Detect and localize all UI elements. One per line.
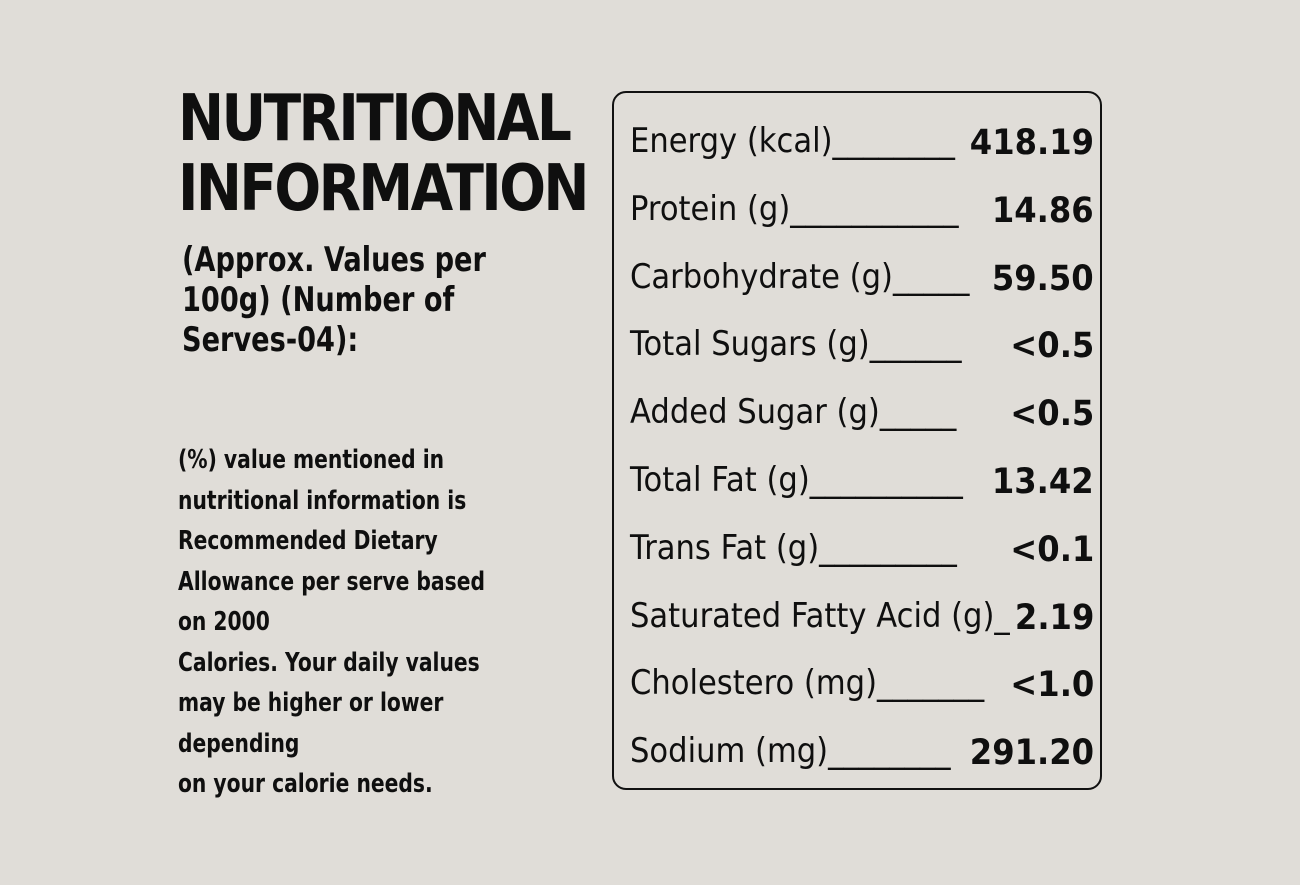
- serving-info: (Approx. Values per 100g) (Number of Ser…: [182, 240, 518, 360]
- nutrient-rows: Energy (kcal)________ 418.19 Protein (g)…: [630, 111, 1094, 789]
- rda-note-line: Calories. Your daily values: [178, 647, 480, 678]
- nutrient-label: Trans Fat (g)_________: [630, 527, 957, 568]
- nutrient-value: <1.0: [1009, 665, 1094, 706]
- rda-note-line: may be higher or lower: [178, 688, 444, 718]
- nutrient-label: Cholestero (mg)_______: [630, 663, 985, 704]
- nutrient-value: 418.19: [969, 123, 1094, 163]
- nutrient-value: 14.86: [992, 190, 1094, 231]
- rda-note: (%) value mentioned in nutritional infor…: [178, 440, 506, 805]
- nutrient-label: Carbohydrate (g)_____: [630, 256, 970, 297]
- rda-note-line: depending: [178, 728, 300, 759]
- nutrient-table: Energy (kcal)________ 418.19 Protein (g)…: [612, 91, 1102, 790]
- title-line-2: INFORMATION: [178, 152, 589, 226]
- nutrient-label: Sodium (mg)________: [630, 731, 951, 772]
- nutrient-row-energy: Energy (kcal)________ 418.19: [630, 111, 1094, 179]
- nutrient-value: 2.19: [1014, 597, 1094, 638]
- nutrient-label: Energy (kcal)________: [630, 121, 955, 161]
- nutrient-row-trans-fat: Trans Fat (g)_________ <0.1: [630, 518, 1094, 586]
- nutrient-label: Protein (g)___________: [630, 188, 959, 229]
- nutrient-label: Saturated Fatty Acid (g)_: [630, 595, 1010, 636]
- nutrient-row-protein: Protein (g)___________ 14.86: [630, 179, 1094, 247]
- rda-note-line: nutritional information is: [178, 485, 467, 516]
- nutrient-row-cholesterol: Cholestero (mg)_______ <1.0: [630, 653, 1094, 721]
- rda-note-line: on your calorie needs.: [178, 769, 433, 799]
- nutrient-row-total-sugars: Total Sugars (g)______ <0.5: [630, 314, 1094, 382]
- serving-info-line-2: 100g) (Number of: [182, 280, 455, 320]
- nutrient-label: Total Fat (g)__________: [630, 459, 963, 500]
- nutrient-label: Total Sugars (g)______: [630, 324, 962, 365]
- info-column: NUTRITIONAL INFORMATION (Approx. Values …: [178, 82, 589, 799]
- rda-note-line: on 2000: [178, 607, 270, 637]
- nutrient-row-total-fat: Total Fat (g)__________ 13.42: [630, 450, 1094, 518]
- rda-note-line: Allowance per serve based: [178, 566, 485, 597]
- serving-info-line-1: (Approx. Values per: [182, 240, 486, 280]
- page-title: NUTRITIONAL INFORMATION: [178, 82, 589, 226]
- nutrient-value: 291.20: [969, 733, 1094, 774]
- nutrient-value: <0.1: [1009, 529, 1094, 570]
- rda-note-line: (%) value mentioned in: [178, 445, 445, 475]
- rda-note-line: Recommended Dietary: [178, 526, 438, 556]
- nutrient-row-saturated-fatty-acid: Saturated Fatty Acid (g)_ 2.19: [630, 586, 1094, 654]
- nutrient-value: 59.50: [992, 258, 1094, 299]
- nutrient-row-sodium: Sodium (mg)________ 291.20: [630, 721, 1094, 789]
- serving-info-line-3: Serves-04):: [182, 320, 359, 360]
- nutrient-value: <0.5: [1009, 326, 1094, 367]
- nutrient-row-carbohydrate: Carbohydrate (g)_____ 59.50: [630, 247, 1094, 315]
- title-line-1: NUTRITIONAL: [178, 82, 572, 156]
- nutrient-value: 13.42: [992, 461, 1094, 502]
- nutrient-row-added-sugar: Added Sugar (g)_____ <0.5: [630, 382, 1094, 450]
- nutrient-label: Added Sugar (g)_____: [630, 392, 957, 433]
- nutrient-value: <0.5: [1009, 394, 1094, 435]
